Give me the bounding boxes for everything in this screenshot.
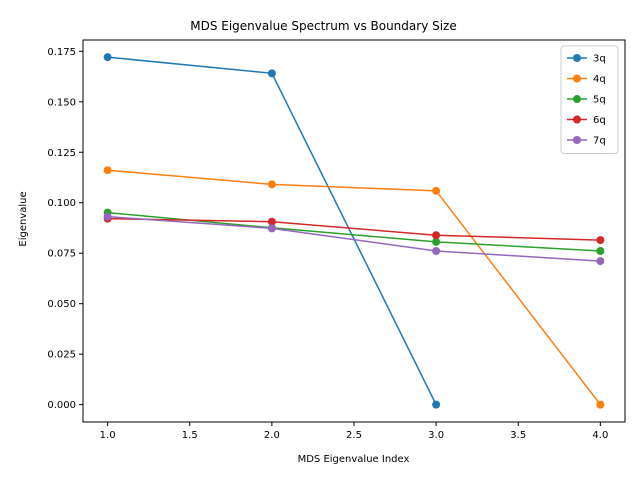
data-point bbox=[432, 237, 441, 246]
y-tick-label: 0.000 bbox=[47, 400, 76, 411]
data-point bbox=[596, 400, 605, 409]
data-point bbox=[596, 257, 605, 266]
data-point bbox=[432, 246, 441, 255]
plot-frame bbox=[82, 39, 626, 423]
data-point bbox=[103, 212, 112, 221]
series-3q bbox=[103, 53, 441, 409]
data-point bbox=[267, 180, 276, 189]
data-point bbox=[103, 166, 112, 175]
data-point bbox=[432, 186, 441, 195]
legend-item: 6q bbox=[567, 115, 606, 126]
x-tick-label: 1.0 bbox=[100, 430, 116, 441]
series-4q bbox=[103, 166, 605, 409]
legend-item: 5q bbox=[567, 95, 606, 106]
legend-marker bbox=[573, 95, 581, 103]
legend-marker bbox=[573, 54, 581, 62]
legend-label: 7q bbox=[593, 136, 606, 147]
x-tick-label: 1.5 bbox=[182, 430, 198, 441]
y-tick-label: 0.150 bbox=[47, 97, 76, 108]
data-point bbox=[596, 236, 605, 245]
data-point bbox=[267, 217, 276, 226]
x-tick-label: 3.5 bbox=[510, 430, 526, 441]
series-line bbox=[107, 215, 601, 262]
x-tick-label: 2.0 bbox=[264, 430, 280, 441]
y-tick-label: 0.075 bbox=[47, 249, 76, 260]
legend-label: 5q bbox=[593, 95, 606, 106]
series-layer bbox=[103, 53, 605, 409]
y-axis-label: Eigenvalue bbox=[18, 191, 29, 246]
y-axis: 0.000 0.025 0.050 0.075 0.100 0.125 0.150 0.175 bbox=[47, 47, 83, 411]
legend-label: 3q bbox=[593, 54, 606, 65]
series-line bbox=[107, 217, 601, 241]
x-tick-label: 4.0 bbox=[592, 430, 608, 441]
x-axis: 1.0 1.5 2.0 2.5 3.0 3.5 4.0 bbox=[100, 422, 608, 441]
data-point bbox=[432, 231, 441, 240]
series-5q bbox=[103, 208, 605, 255]
legend-box bbox=[560, 45, 619, 154]
y-tick-label: 0.125 bbox=[47, 148, 76, 159]
data-point bbox=[267, 224, 276, 233]
y-tick-label: 0.100 bbox=[47, 198, 76, 209]
x-axis-label: MDS Eigenvalue Index bbox=[298, 454, 410, 465]
series-line bbox=[107, 169, 601, 406]
x-tick-label: 2.5 bbox=[346, 430, 362, 441]
data-point bbox=[103, 53, 112, 62]
legend-marker bbox=[573, 115, 581, 124]
legend-label: 4q bbox=[593, 74, 606, 85]
legend-marker bbox=[573, 74, 581, 83]
data-point bbox=[596, 246, 605, 255]
series-7q bbox=[103, 212, 605, 266]
x-tick-label: 3.0 bbox=[428, 430, 444, 441]
data-point bbox=[267, 69, 276, 78]
legend-marker bbox=[573, 136, 581, 144]
legend-item: 3q bbox=[567, 54, 606, 65]
legend-item: 7q bbox=[567, 136, 606, 147]
y-tick-label: 0.175 bbox=[47, 47, 76, 58]
y-tick-label: 0.050 bbox=[47, 299, 76, 310]
legend-label: 6q bbox=[593, 115, 606, 126]
legend-item: 4q bbox=[567, 74, 606, 85]
series-line bbox=[107, 211, 601, 252]
data-point bbox=[432, 400, 441, 409]
legend: 3q 4q 5q 6q 7q bbox=[560, 45, 619, 154]
y-tick-label: 0.025 bbox=[47, 350, 76, 361]
chart-title: MDS Eigenvalue Spectrum vs Boundary Size bbox=[190, 19, 457, 33]
